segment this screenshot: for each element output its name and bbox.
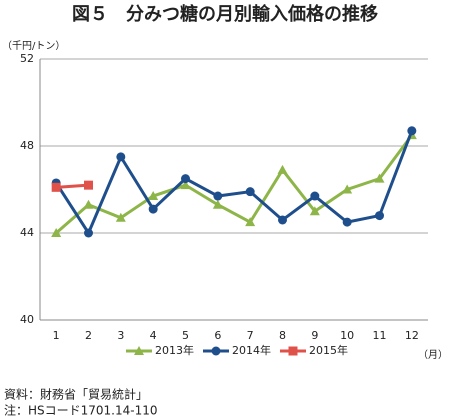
point	[116, 152, 126, 162]
point	[310, 191, 320, 201]
point	[51, 182, 61, 192]
x-tick-label: 10	[340, 329, 354, 342]
point	[374, 173, 385, 183]
x-tick-label: 3	[117, 329, 124, 342]
x-tick-label: 9	[311, 329, 318, 342]
x-tick-label: 4	[150, 329, 157, 342]
x-tick-label: 5	[182, 329, 189, 342]
legend-label: 2015年	[309, 343, 348, 357]
point	[84, 180, 93, 190]
point	[83, 199, 94, 209]
point	[115, 212, 126, 222]
x-tick-label: 2	[85, 329, 92, 342]
point	[245, 187, 255, 197]
y-tick-label: 52	[20, 52, 34, 65]
point	[407, 126, 417, 136]
x-axis-label: （月）	[418, 349, 448, 361]
x-tick-label: 1	[53, 329, 60, 342]
y-tick-label: 40	[20, 313, 34, 326]
point	[278, 215, 287, 225]
series-line	[55, 134, 414, 235]
point	[277, 164, 288, 174]
legend-label: 2014年	[232, 343, 271, 357]
chart-title: 図５ 分みつ糖の月別輸入価格の推移	[72, 3, 378, 25]
series-line	[54, 130, 414, 237]
legend-label: 2013年	[155, 343, 194, 357]
legend-marker	[211, 346, 221, 356]
point	[342, 184, 353, 194]
y-tick-label: 48	[20, 139, 34, 152]
point	[181, 174, 190, 184]
point	[148, 191, 159, 201]
point	[51, 228, 62, 237]
point	[213, 191, 223, 201]
point	[84, 228, 93, 238]
point	[375, 211, 384, 221]
x-tick-label: 7	[247, 329, 254, 342]
series-line	[56, 183, 89, 189]
point	[148, 204, 158, 214]
point	[180, 180, 191, 190]
x-tick-label: 8	[279, 329, 286, 342]
note: 資料：財務省「貿易統計」	[4, 387, 148, 402]
y-axis-label: （千円/トン）	[2, 40, 65, 52]
legend-marker	[134, 346, 144, 355]
point	[342, 217, 352, 227]
point	[212, 199, 223, 209]
point	[309, 206, 320, 216]
x-tick-label: 12	[405, 329, 419, 342]
x-tick-label: 11	[373, 329, 387, 342]
x-tick-label: 6	[214, 329, 221, 342]
note: 注：HSコード1701.14-110	[4, 403, 158, 418]
legend-marker	[288, 346, 298, 356]
y-tick-label: 44	[20, 226, 34, 239]
point	[245, 217, 256, 227]
